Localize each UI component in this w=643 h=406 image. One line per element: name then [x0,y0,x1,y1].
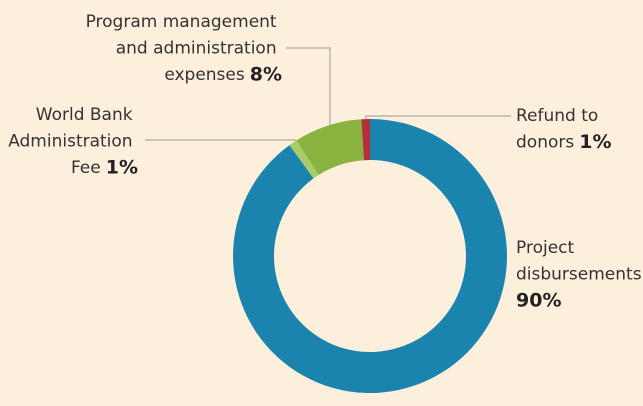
value-label: 8% [250,64,282,86]
category-label: Project disbursements [516,238,642,285]
donut-slice [289,140,319,179]
category-label: Refund to donors [516,106,604,153]
value-label: 1% [106,157,138,179]
category-label: Program management and administration ex… [86,12,282,85]
donut-slice [361,119,370,161]
value-label: 90% [516,290,561,312]
category-label: World Bank Administration Fee [8,105,138,178]
donut-slice [296,119,364,175]
donut-slice [232,119,507,393]
value-label: 1% [579,131,611,153]
leader-line [286,47,331,143]
